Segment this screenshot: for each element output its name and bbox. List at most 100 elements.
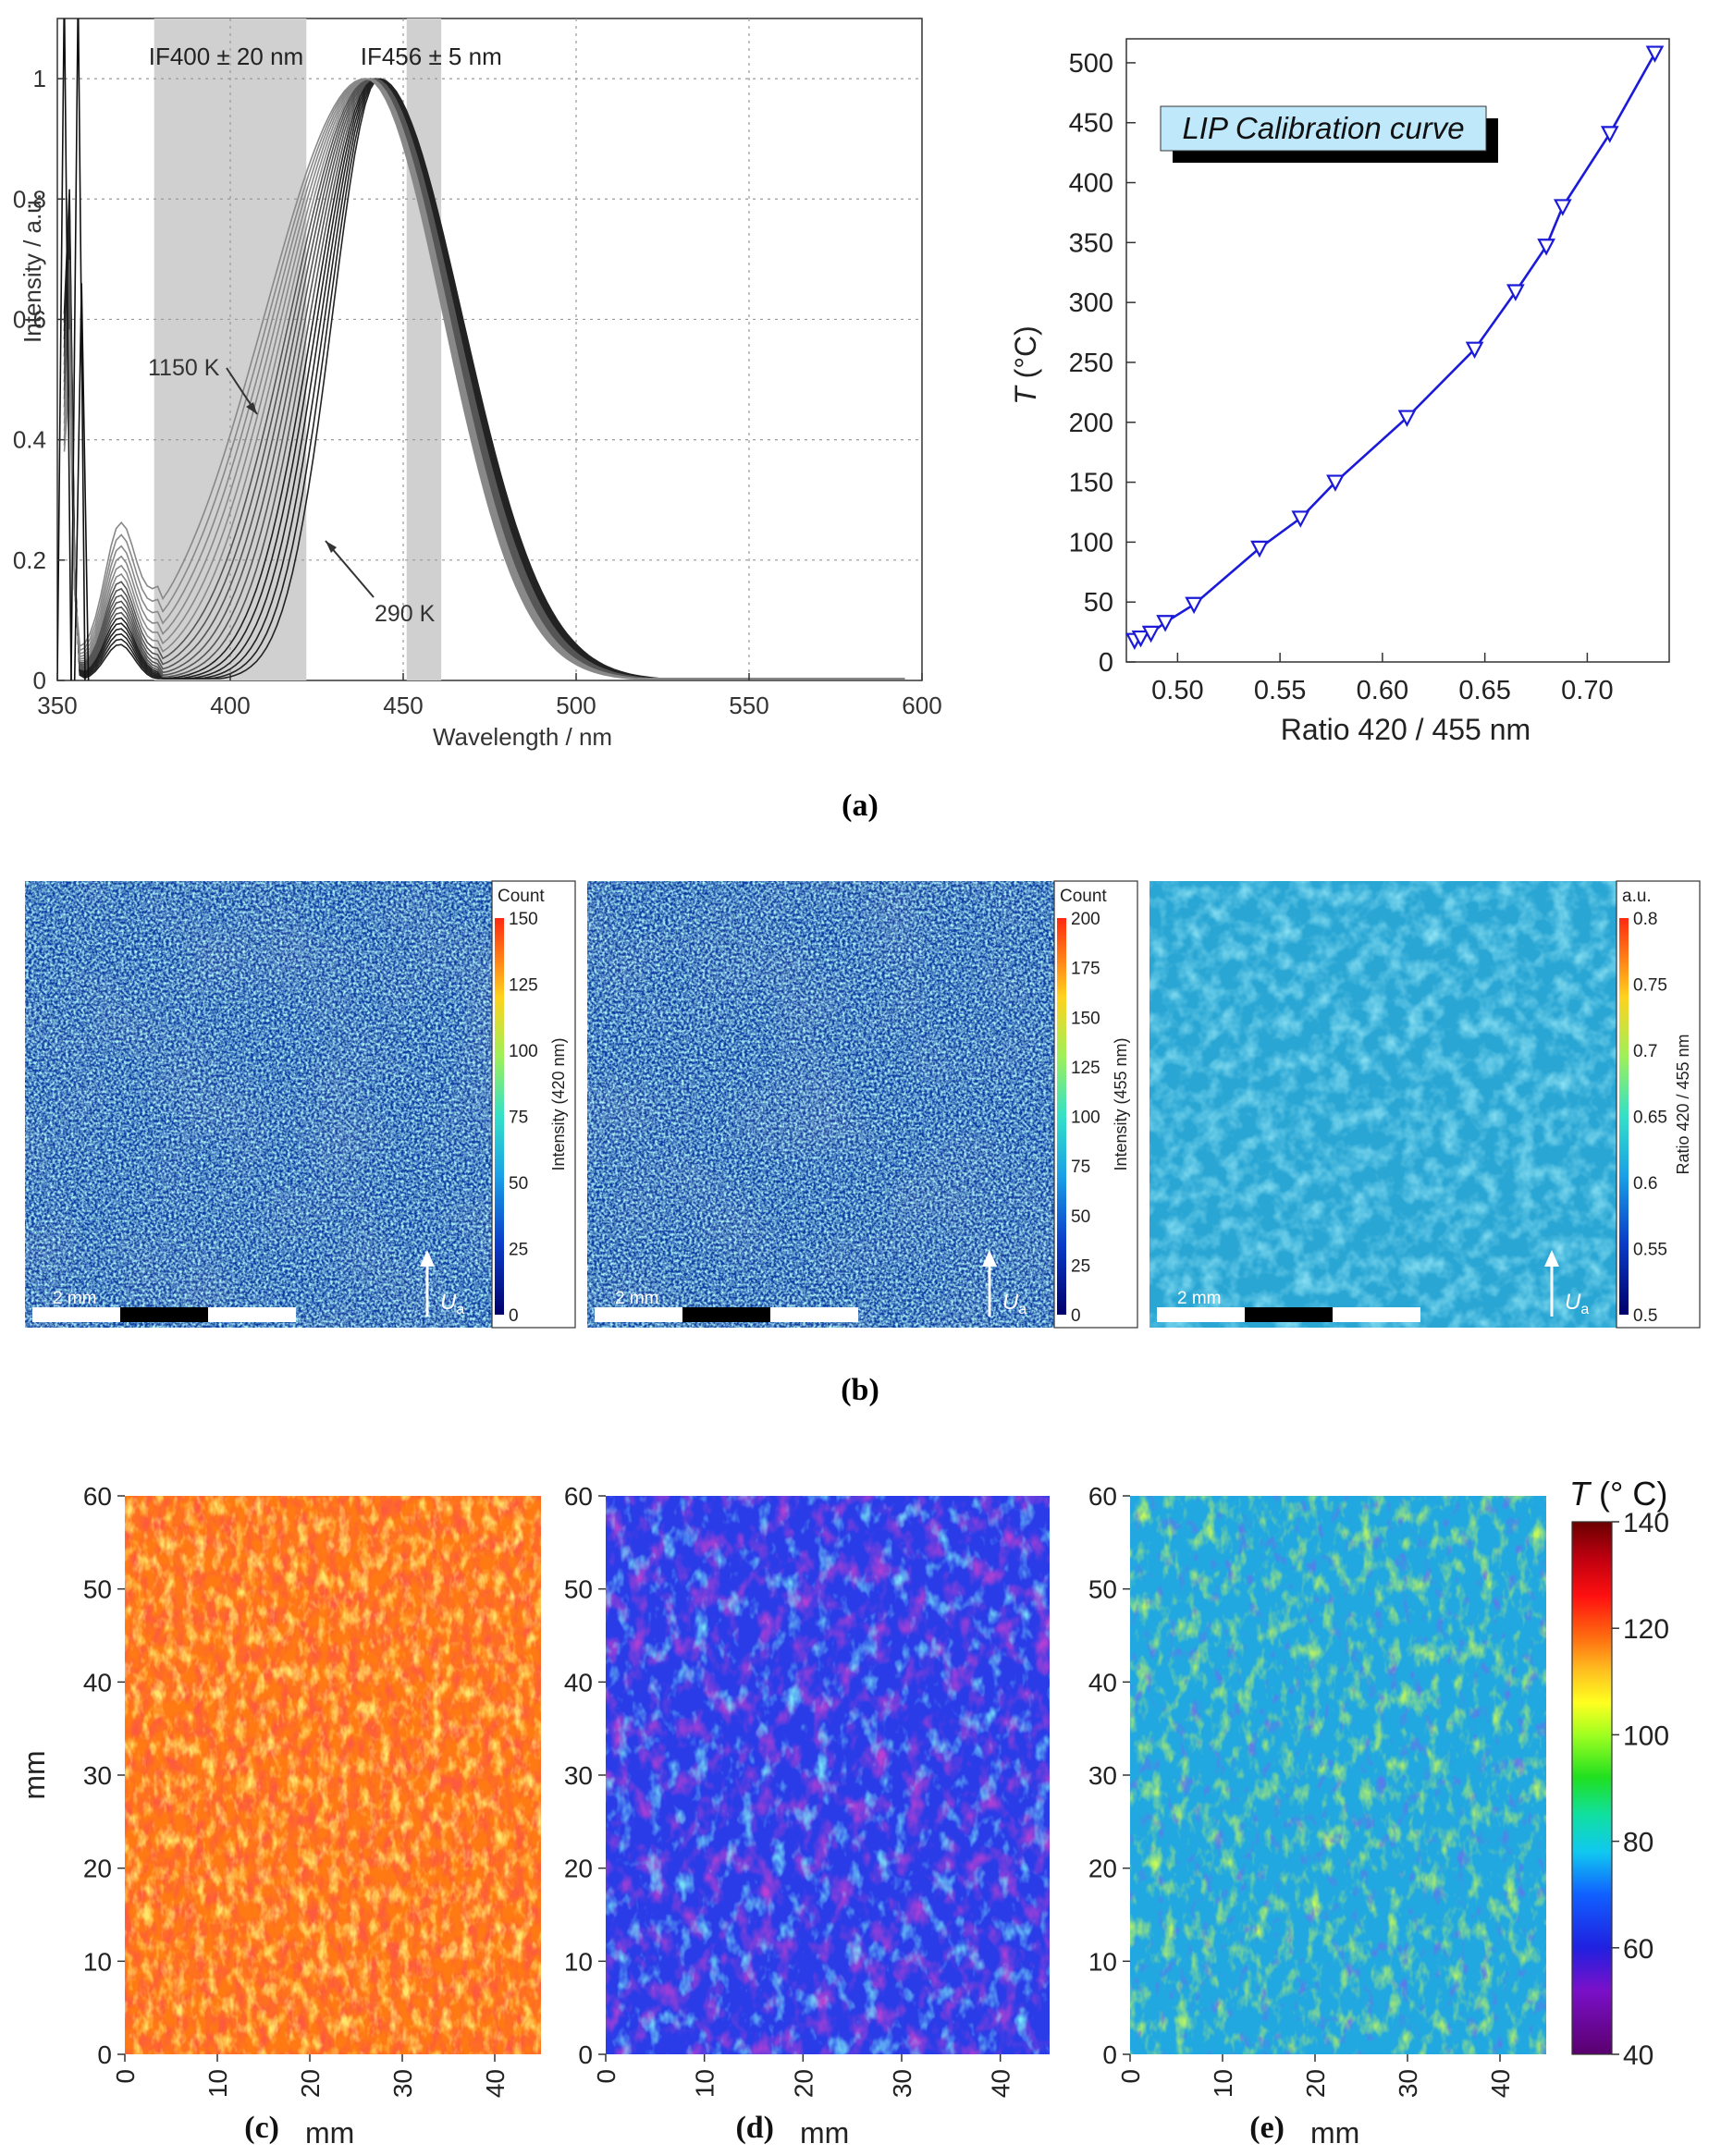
scale-bar-white <box>208 1307 296 1322</box>
map-y-tick-label: 20 <box>564 1855 593 1883</box>
laser-line <box>70 18 86 680</box>
scale-bar-black <box>682 1307 770 1322</box>
calibration-point <box>1553 199 1572 216</box>
map-y-tick-label: 50 <box>83 1575 112 1604</box>
colorbar-frame <box>1053 880 1138 1329</box>
panel-label-e: (e) <box>1249 2111 1285 2145</box>
calibration-y-tick-label: 100 <box>1069 528 1113 557</box>
calibration-point <box>1291 510 1310 528</box>
colorbar-axis-label: Intensity (420 nm) <box>549 1037 568 1170</box>
calibration-point <box>1645 45 1665 63</box>
panel-label-a: (a) <box>842 789 879 823</box>
spectra-x-tick-label: 600 <box>902 692 941 719</box>
colorbar-tick-label: 200 <box>1071 910 1100 929</box>
scale-bar-white <box>32 1307 120 1322</box>
calibration-y-tick-label: 0 <box>1099 648 1113 678</box>
image-speckle <box>587 881 1054 1328</box>
colorbar-tick-label: 100 <box>1071 1109 1100 1128</box>
colorbar-tick-label: 0.75 <box>1633 976 1667 996</box>
temperature-colorbar-title: T (° C) <box>1569 1475 1667 1513</box>
calibration-x-tick-label: 0.65 <box>1458 676 1510 705</box>
colorbar-tick-label: 25 <box>509 1241 528 1260</box>
temperature-map-e: 60 50 40 30 20 10 00 10 20 30 40 (e) mm <box>1088 1482 1546 2150</box>
spectra-x-axis-label: Wavelength / nm <box>433 723 612 751</box>
calibration-point <box>1141 625 1161 643</box>
flow-arrowhead <box>1544 1250 1559 1267</box>
map-y-axis-label: mm <box>18 1750 51 1799</box>
colorbar-tick-label: 100 <box>509 1042 538 1061</box>
map-x-tick-label: 30 <box>888 2069 916 2098</box>
spectrum-curve <box>63 78 905 680</box>
map-x-tick-label: 20 <box>789 2069 817 2098</box>
map-y-tick-label: 20 <box>83 1855 112 1883</box>
spectra-x-tick-label: 550 <box>729 692 768 719</box>
calibration-y-tick-label: 350 <box>1069 228 1113 258</box>
colorbar-tick-label: 175 <box>1071 960 1100 979</box>
calibration-point <box>1397 410 1417 427</box>
map-y-tick-label: 50 <box>1088 1575 1117 1604</box>
calibration-x-tick-label: 0.55 <box>1254 676 1306 705</box>
map-y-tick-label: 0 <box>97 2040 112 2069</box>
map-texture-secondary <box>125 1496 541 2054</box>
calibration-x-tick-label: 0.70 <box>1561 676 1613 705</box>
spectra-y-axis-label: Intensity / a.u. <box>18 193 46 343</box>
colorbar-tick-label: 0.65 <box>1633 1109 1667 1128</box>
colorbar-tick-label: 0.5 <box>1633 1306 1657 1326</box>
colorbar-tick-label: 50 <box>1071 1207 1090 1227</box>
calibration-y-axis-label: T (°C) <box>1009 325 1042 405</box>
map-y-tick-label: 60 <box>564 1482 593 1511</box>
map-y-tick-label: 30 <box>564 1761 593 1790</box>
laser-line <box>57 18 72 680</box>
image-texture <box>1149 881 1617 1328</box>
colorbar-tick-label: 0.6 <box>1633 1174 1657 1194</box>
map-x-tick-label: 20 <box>1301 2069 1330 2098</box>
map-x-axis-label: mm <box>800 2116 849 2150</box>
map-x-tick-label: 0 <box>592 2069 621 2084</box>
calibration-y-tick-label: 450 <box>1069 109 1113 139</box>
colorbar-title: Count <box>1060 887 1107 906</box>
colorbar-tick-label: 0.7 <box>1633 1042 1657 1061</box>
laser-line <box>73 283 90 680</box>
scale-bar-white <box>595 1307 682 1322</box>
map-y-tick-label: 40 <box>564 1668 593 1697</box>
image-panel-b-3: 2 mm Uaa.u.0.80.750.70.650.60.550.5Ratio … <box>1149 880 1701 1329</box>
map-x-tick-label: 30 <box>1394 2069 1422 2098</box>
map-x-tick-label: 30 <box>388 2069 417 2098</box>
spectra-x-tick-label: 400 <box>210 692 250 719</box>
calibration-x-tick-label: 0.50 <box>1151 676 1203 705</box>
calibration-y-tick-label: 150 <box>1069 469 1113 498</box>
band-1 <box>406 18 442 680</box>
annotation-1150k: 1150 K <box>148 355 220 381</box>
calibration-point <box>1131 630 1150 648</box>
colorbar-gradient <box>1619 918 1629 1315</box>
map-x-tick-label: 40 <box>481 2069 510 2098</box>
panel-label-c: (c) <box>244 2111 279 2145</box>
calibration-x-tick-label: 0.60 <box>1357 676 1408 705</box>
calibration-title: LIP Calibration curve <box>1182 111 1464 145</box>
spectra-x-tick-label: 450 <box>383 692 423 719</box>
calibration-point <box>1250 540 1269 558</box>
colorbar-title: Count <box>498 887 545 906</box>
temperature-colorbar-tick-label: 100 <box>1623 1721 1669 1751</box>
map-y-tick-label: 10 <box>83 1947 112 1976</box>
map-x-tick-label: 40 <box>987 2069 1015 2098</box>
spectra-y-tick-label: 0.6 <box>13 305 46 333</box>
calibration-y-tick-label: 400 <box>1069 169 1113 199</box>
scale-bar-label: 2 mm <box>1177 1289 1222 1308</box>
map-y-tick-label: 30 <box>83 1761 112 1790</box>
map-y-tick-label: 30 <box>1088 1761 1117 1790</box>
band-label-if400: IF400 ± 20 nm <box>149 43 303 70</box>
scale-bar-white <box>1333 1307 1420 1322</box>
map-y-tick-label: 60 <box>83 1482 112 1511</box>
scale-bar-label: 2 mm <box>615 1289 659 1308</box>
calibration-point <box>1465 341 1484 360</box>
scale-bar-label: 2 mm <box>53 1289 97 1308</box>
colorbar-title: a.u. <box>1622 887 1652 906</box>
colorbar-tick-label: 75 <box>509 1109 528 1128</box>
calibration-x-axis-label: Ratio 420 / 455 nm <box>1281 713 1530 746</box>
panel-label-d: (d) <box>735 2111 774 2145</box>
colorbar-tick-label: 0 <box>1071 1306 1081 1326</box>
